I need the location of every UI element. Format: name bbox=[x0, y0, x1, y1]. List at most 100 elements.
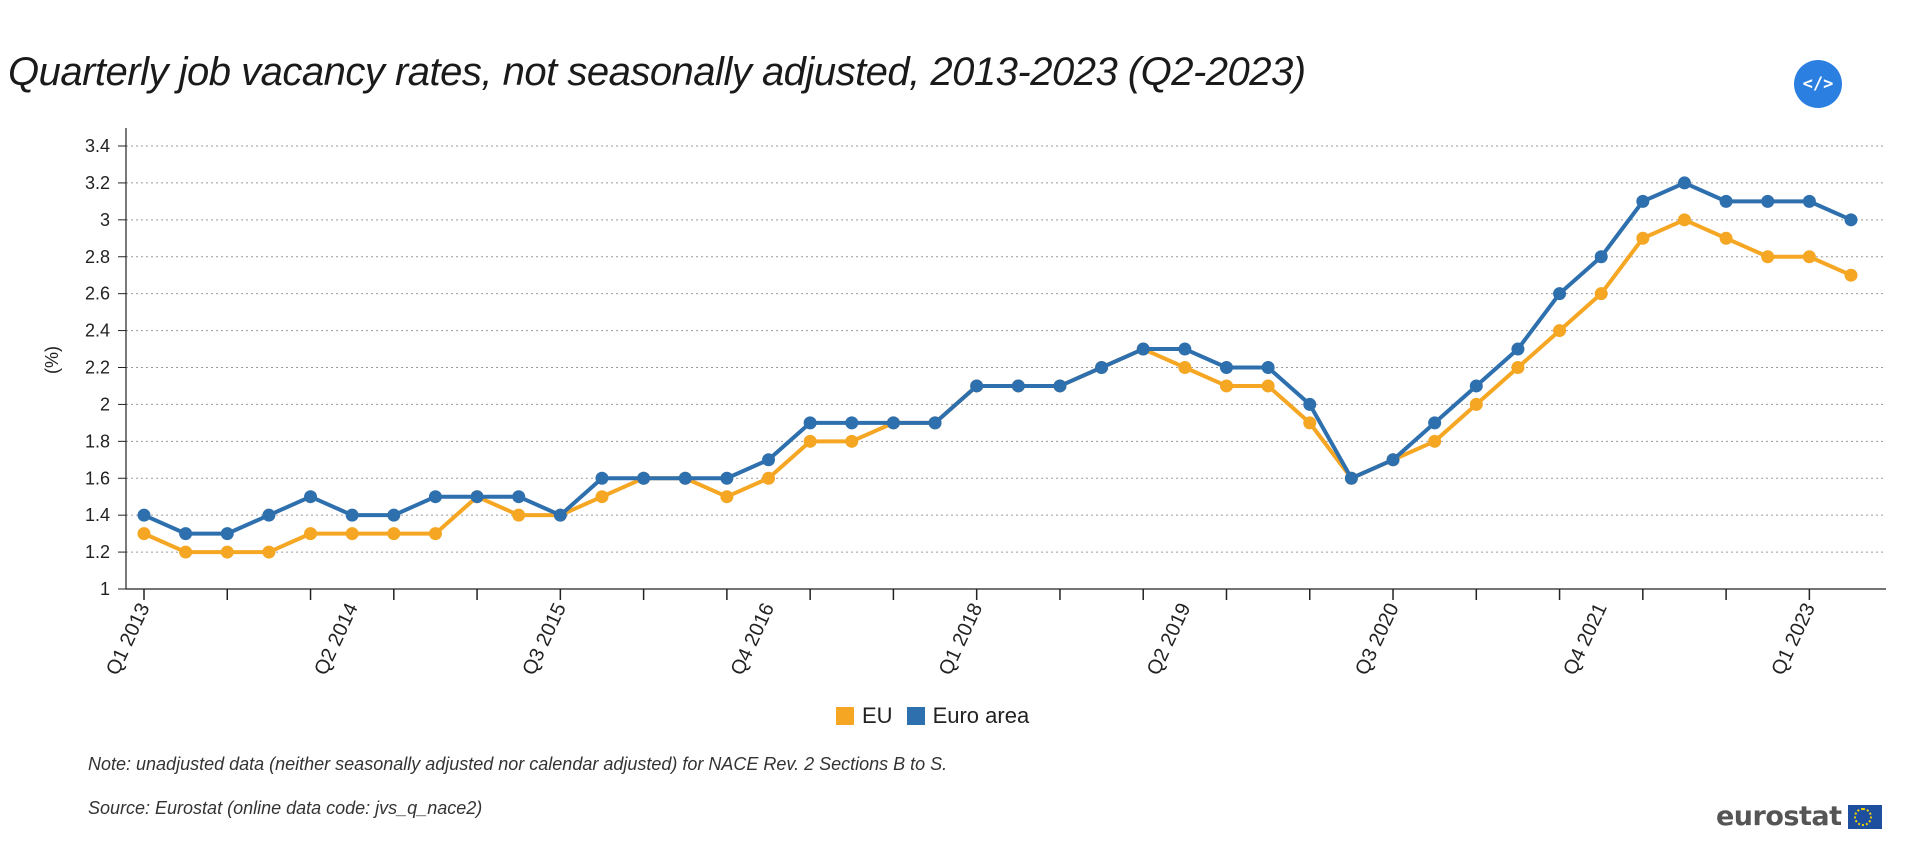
data-point[interactable] bbox=[304, 490, 318, 504]
eu-flag-icon bbox=[1847, 804, 1882, 829]
y-tick-label: 1.6 bbox=[85, 468, 110, 488]
chart-title: Quarterly job vacancy rates, not seasona… bbox=[8, 50, 1306, 94]
embed-code-button[interactable]: </> bbox=[1794, 60, 1842, 108]
data-point[interactable] bbox=[762, 471, 776, 485]
data-point[interactable] bbox=[1511, 342, 1525, 356]
legend-swatch-eu bbox=[836, 707, 854, 725]
data-point[interactable] bbox=[387, 508, 401, 522]
data-point[interactable] bbox=[1761, 194, 1775, 208]
data-point[interactable] bbox=[137, 527, 151, 541]
data-point[interactable] bbox=[1761, 250, 1775, 264]
y-tick-label: 3.4 bbox=[85, 136, 110, 156]
data-point[interactable] bbox=[1553, 324, 1567, 338]
data-point[interactable] bbox=[1303, 416, 1317, 430]
data-point[interactable] bbox=[1469, 397, 1483, 411]
logo-text: eurostat bbox=[1716, 801, 1842, 832]
y-tick-label: 3 bbox=[100, 210, 110, 230]
data-point[interactable] bbox=[1344, 471, 1358, 485]
data-point[interactable] bbox=[262, 508, 276, 522]
data-point[interactable] bbox=[886, 416, 900, 430]
data-point[interactable] bbox=[1095, 361, 1109, 374]
data-point[interactable] bbox=[928, 416, 942, 430]
data-point[interactable] bbox=[428, 490, 442, 504]
y-tick-label: 2 bbox=[100, 394, 110, 414]
data-point[interactable] bbox=[1719, 231, 1733, 245]
data-point[interactable] bbox=[387, 527, 401, 541]
data-point[interactable] bbox=[137, 508, 151, 522]
data-point[interactable] bbox=[1677, 213, 1691, 227]
data-point[interactable] bbox=[1553, 287, 1567, 301]
y-tick-label: 2.2 bbox=[85, 358, 110, 378]
data-point[interactable] bbox=[1053, 379, 1067, 393]
x-tick-label: Q1 2013 bbox=[102, 600, 154, 679]
data-point[interactable] bbox=[720, 490, 734, 504]
data-point[interactable] bbox=[179, 545, 193, 559]
data-point[interactable] bbox=[304, 527, 318, 541]
x-tick-label: Q1 2018 bbox=[935, 600, 987, 679]
data-point[interactable] bbox=[220, 527, 234, 541]
data-point[interactable] bbox=[1844, 268, 1858, 282]
data-point[interactable] bbox=[1636, 194, 1650, 208]
data-point[interactable] bbox=[970, 379, 984, 393]
data-point[interactable] bbox=[803, 416, 817, 430]
source-note: Source: Eurostat (online data code: jvs_… bbox=[88, 798, 483, 818]
eurostat-logo[interactable]: eurostat bbox=[1716, 801, 1882, 832]
data-point[interactable] bbox=[553, 508, 567, 522]
data-point[interactable] bbox=[720, 471, 734, 485]
legend-label-eu: EU bbox=[862, 703, 893, 728]
data-point[interactable] bbox=[1719, 194, 1733, 208]
data-point[interactable] bbox=[1178, 342, 1192, 356]
data-point[interactable] bbox=[1844, 213, 1858, 227]
legend-item-eu[interactable]: EU bbox=[836, 703, 893, 729]
data-point[interactable] bbox=[220, 545, 234, 559]
data-point[interactable] bbox=[595, 471, 609, 485]
data-point[interactable] bbox=[1677, 176, 1691, 190]
data-point[interactable] bbox=[1511, 361, 1525, 374]
data-point[interactable] bbox=[637, 471, 651, 485]
data-point[interactable] bbox=[428, 527, 442, 541]
data-point[interactable] bbox=[1428, 434, 1442, 448]
legend-swatch-euro-area bbox=[906, 707, 925, 725]
series-euro-area bbox=[137, 176, 1858, 541]
x-tick-label: Q3 2015 bbox=[519, 600, 571, 679]
data-point[interactable] bbox=[1136, 342, 1150, 356]
axes: 1 1.2 1.4 1.6 1.8 2 2.2 2.4 2.6 2.8 3 3.2 3.4 Q1 2013… bbox=[85, 128, 1886, 679]
data-point[interactable] bbox=[1219, 379, 1233, 393]
data-point[interactable] bbox=[678, 471, 692, 485]
x-tick-label: Q3 2020 bbox=[1351, 600, 1403, 679]
data-point[interactable] bbox=[1303, 397, 1317, 411]
data-point[interactable] bbox=[1261, 361, 1275, 374]
data-point[interactable] bbox=[179, 527, 193, 541]
x-tick-label: Q4 2021 bbox=[1559, 600, 1611, 679]
data-point[interactable] bbox=[595, 490, 609, 504]
data-point[interactable] bbox=[1594, 250, 1608, 264]
data-point[interactable] bbox=[345, 508, 359, 522]
data-point[interactable] bbox=[1178, 361, 1192, 374]
data-point[interactable] bbox=[512, 508, 526, 522]
data-point[interactable] bbox=[845, 434, 859, 448]
y-tick-label: 2.4 bbox=[85, 321, 110, 341]
legend-item-euro-area[interactable]: Euro area bbox=[906, 703, 1030, 729]
data-point[interactable] bbox=[345, 527, 359, 541]
data-point[interactable] bbox=[1802, 250, 1816, 264]
data-point[interactable] bbox=[1219, 361, 1233, 374]
data-point[interactable] bbox=[1469, 379, 1483, 393]
data-point[interactable] bbox=[762, 453, 776, 467]
data-point[interactable] bbox=[803, 434, 817, 448]
y-tick-label: 1.4 bbox=[85, 505, 110, 525]
data-point[interactable] bbox=[845, 416, 859, 430]
data-point[interactable] bbox=[1011, 379, 1025, 393]
data-point[interactable] bbox=[1428, 416, 1442, 430]
y-tick-label: 1.2 bbox=[85, 542, 110, 562]
data-point[interactable] bbox=[1594, 287, 1608, 301]
data-point[interactable] bbox=[1386, 453, 1400, 467]
data-point[interactable] bbox=[1802, 194, 1816, 208]
data-point[interactable] bbox=[262, 545, 276, 559]
data-point[interactable] bbox=[512, 490, 526, 504]
legend-label-euro-area: Euro area bbox=[932, 703, 1030, 728]
data-point[interactable] bbox=[1636, 231, 1650, 245]
data-point[interactable] bbox=[1261, 379, 1275, 393]
data-point[interactable] bbox=[470, 490, 484, 504]
